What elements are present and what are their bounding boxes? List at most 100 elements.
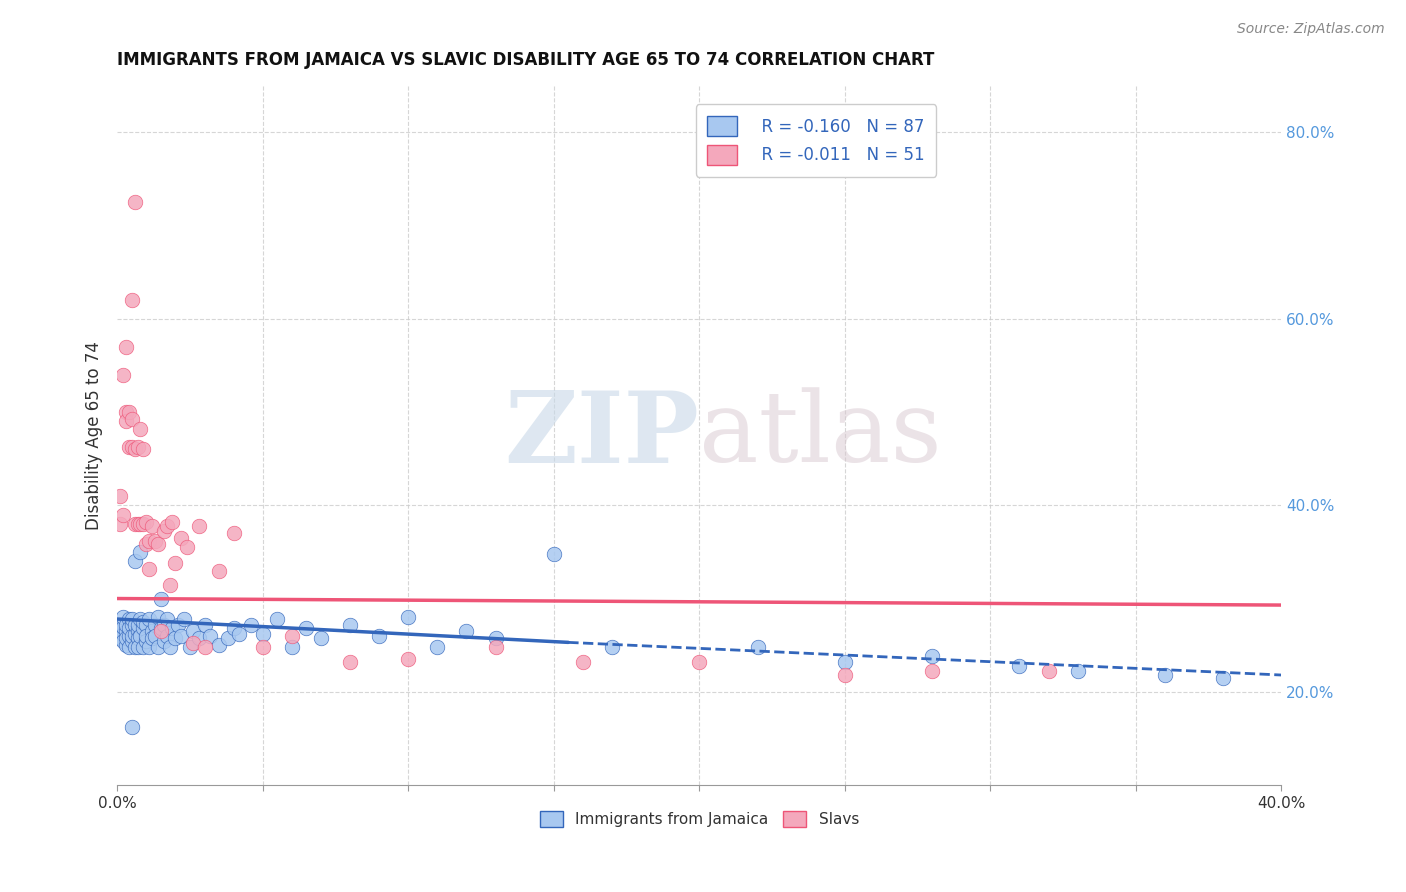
Point [181, 624, 204, 639]
Point [143, 629, 166, 643]
Point [118, 441, 141, 455]
Y-axis label: Disability Age 65 to 74: Disability Age 65 to 74 [86, 341, 103, 530]
Text: IMMIGRANTS FROM JAMAICA VS SLAVIC DISABILITY AGE 65 TO 74 CORRELATION CHART: IMMIGRANTS FROM JAMAICA VS SLAVIC DISABI… [117, 51, 935, 69]
Point [921, 665, 943, 679]
Point [143, 617, 166, 632]
Point [111, 619, 134, 633]
Text: atlas: atlas [699, 387, 942, 483]
Point [146, 640, 169, 654]
Point [129, 516, 152, 531]
Point [108, 617, 131, 632]
Point [138, 612, 160, 626]
Point [543, 547, 565, 561]
Point [121, 293, 143, 307]
Point [600, 640, 623, 654]
Text: ZIP: ZIP [505, 387, 699, 483]
Point [127, 516, 149, 531]
Point [108, 489, 131, 503]
Point [115, 617, 138, 632]
Point [124, 195, 146, 210]
Point [193, 617, 215, 632]
Point [129, 629, 152, 643]
Point [111, 368, 134, 382]
Point [138, 640, 160, 654]
Point [921, 649, 943, 664]
Point [222, 526, 245, 541]
Point [124, 627, 146, 641]
Point [179, 640, 201, 654]
Point [141, 631, 163, 645]
Point [115, 414, 138, 428]
Point [252, 640, 274, 654]
Point [124, 442, 146, 457]
Point [121, 629, 143, 643]
Point [484, 640, 506, 654]
Point [143, 533, 166, 548]
Point [173, 612, 195, 626]
Point [118, 405, 141, 419]
Point [170, 629, 193, 643]
Point [1038, 665, 1060, 679]
Point [834, 655, 856, 669]
Point [187, 518, 209, 533]
Point [688, 655, 710, 669]
Point [141, 624, 163, 639]
Point [132, 621, 155, 635]
Point [1154, 668, 1177, 682]
Point [115, 638, 138, 652]
Point [159, 640, 181, 654]
Point [149, 621, 172, 635]
Point [181, 636, 204, 650]
Point [121, 617, 143, 632]
Point [228, 627, 250, 641]
Point [149, 591, 172, 606]
Point [193, 640, 215, 654]
Point [396, 652, 419, 666]
Point [572, 655, 595, 669]
Point [484, 631, 506, 645]
Point [309, 631, 332, 645]
Legend: Immigrants from Jamaica, Slavs: Immigrants from Jamaica, Slavs [534, 805, 865, 833]
Point [132, 516, 155, 531]
Point [124, 554, 146, 568]
Point [135, 515, 157, 529]
Point [368, 629, 391, 643]
Text: Source: ZipAtlas.com: Source: ZipAtlas.com [1237, 22, 1385, 37]
Point [156, 629, 179, 643]
Point [208, 564, 231, 578]
Point [124, 617, 146, 632]
Point [266, 612, 288, 626]
Point [121, 412, 143, 426]
Point [200, 629, 222, 643]
Point [111, 627, 134, 641]
Point [115, 340, 138, 354]
Point [426, 640, 449, 654]
Point [118, 629, 141, 643]
Point [1008, 658, 1031, 673]
Point [176, 540, 198, 554]
Point [135, 633, 157, 648]
Point [127, 631, 149, 645]
Point [129, 545, 152, 559]
Point [121, 633, 143, 648]
Point [396, 610, 419, 624]
Point [187, 631, 209, 645]
Point [132, 615, 155, 629]
Point [159, 577, 181, 591]
Point [339, 655, 361, 669]
Point [135, 629, 157, 643]
Point [149, 624, 172, 639]
Point [127, 617, 149, 632]
Point [138, 533, 160, 548]
Point [129, 422, 152, 436]
Point [124, 516, 146, 531]
Point [162, 621, 184, 635]
Point [111, 633, 134, 648]
Point [170, 531, 193, 545]
Point [1066, 665, 1088, 679]
Point [121, 612, 143, 626]
Point [456, 624, 478, 639]
Point [108, 516, 131, 531]
Point [295, 621, 318, 635]
Point [152, 524, 174, 539]
